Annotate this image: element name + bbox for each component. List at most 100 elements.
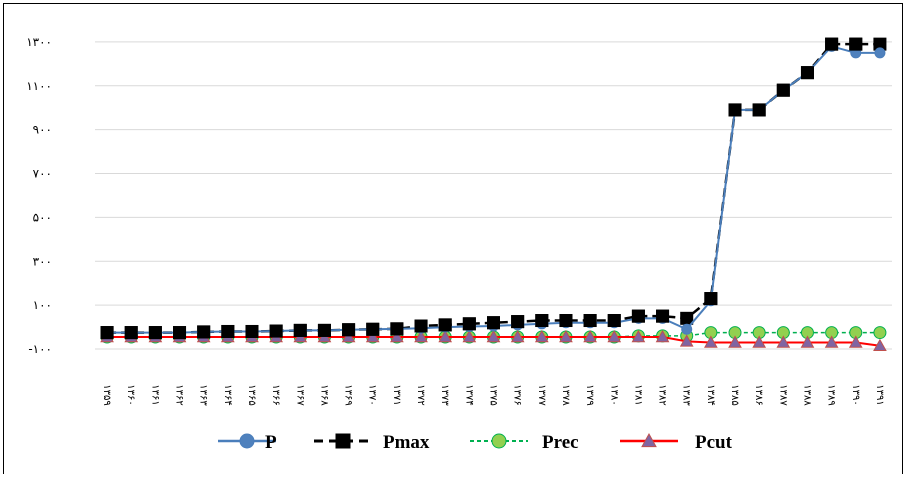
legend-label: Prec <box>542 432 579 453</box>
legend-item-pmax: Pmax <box>314 432 430 453</box>
x-tick-label: ۱۳۶۶ <box>270 384 281 405</box>
data-point <box>414 329 428 343</box>
legend-marker <box>239 433 255 449</box>
data-point <box>510 329 525 343</box>
data-point <box>197 325 211 339</box>
data-point <box>704 335 718 348</box>
data-point <box>824 335 839 348</box>
x-tick-label: ۱۳۶۵ <box>246 384 257 405</box>
x-tick-label: ۱۳۸۲ <box>657 384 668 405</box>
data-point <box>631 329 646 343</box>
x-tick-label: ۱۳۷۸ <box>560 384 571 406</box>
chart-frame <box>3 3 903 474</box>
x-tick-label: ۱۳۶۳ <box>198 384 209 406</box>
data-point <box>390 329 404 343</box>
x-tick-label: ۱۳۷۴ <box>463 384 474 405</box>
data-point <box>438 329 453 343</box>
data-point <box>583 314 597 328</box>
x-tick-label: ۱۳۶۷ <box>294 384 305 406</box>
data-point <box>486 329 501 343</box>
data-point <box>487 316 500 330</box>
series-line <box>107 45 880 334</box>
series-pmax-markers <box>100 37 863 340</box>
data-point <box>656 309 670 323</box>
data-point <box>583 329 597 343</box>
data-point <box>848 335 863 348</box>
data-point <box>873 338 887 352</box>
data-point <box>124 326 138 340</box>
y-tick-label: ۱۰۰ <box>33 298 52 312</box>
data-point <box>317 323 331 337</box>
x-tick-label: ۱۳۸۵ <box>729 384 740 405</box>
data-point <box>874 47 886 59</box>
x-tick-label: ۱۳۸۹ <box>826 384 837 405</box>
y-tick-label: ۱۳۰۰ <box>26 35 52 49</box>
data-point <box>293 323 307 337</box>
series-line <box>107 42 880 334</box>
y-axis-tick-labels: -۱۰۰ ۱۰۰ ۳۰۰ ۵۰۰ ۷۰۰ ۹۰۰ ۱۱۰۰ ۱۳۰۰ <box>26 35 52 356</box>
legend-label: P <box>265 432 277 453</box>
legend-marker <box>491 433 507 449</box>
x-tick-label: ۱۳۵۹ <box>101 384 112 405</box>
data-point <box>221 324 235 338</box>
data-point <box>800 66 814 80</box>
legend-item-pcut: Pcut <box>620 432 733 453</box>
data-point <box>511 315 525 329</box>
data-point <box>728 103 742 117</box>
x-tick-label: ۱۳۷۰ <box>367 384 378 405</box>
x-tick-label: ۱۳۸۰ <box>608 384 619 405</box>
x-tick-label: ۱۳۸۶ <box>753 384 764 405</box>
series-pmax <box>100 37 887 340</box>
data-point <box>752 335 767 348</box>
data-point <box>776 83 790 97</box>
x-tick-label: ۱۳۶۸ <box>318 384 329 406</box>
data-point <box>800 335 815 348</box>
legend-label: Pcut <box>695 432 733 453</box>
x-tick-label: ۱۳۷۲ <box>415 384 426 405</box>
x-tick-label: ۱۳۶۰ <box>125 384 136 405</box>
data-point <box>269 324 283 338</box>
legend: P Pmax Prec Pcut <box>218 432 733 453</box>
x-tick-label: ۱۳۷۹ <box>584 384 595 405</box>
x-tick-label: ۱۳۷۶ <box>512 384 523 405</box>
legend-item-p: P <box>218 432 277 453</box>
legend-marker <box>641 432 657 448</box>
x-tick-label: ۱۳۸۱ <box>632 384 643 405</box>
data-point <box>365 329 380 343</box>
x-tick-label: ۱۳۷۱ <box>391 384 402 405</box>
x-tick-label: ۱۳۶۱ <box>149 384 160 405</box>
x-axis-tick-labels: ۱۳۵۹ ۱۳۶۰ ۱۳۶۱ ۱۳۶۲ ۱۳۶۳ ۱۳۶۴ ۱۳۶۵ ۱۳۶۶ ۱۳۶۷ ۱۳۶۸… <box>101 384 885 406</box>
data-point <box>245 324 259 338</box>
x-tick-label: ۱۳۹۱ <box>874 384 885 405</box>
x-tick-label: ۱۳۶۹ <box>343 384 354 405</box>
x-tick-label: ۱۳۷۳ <box>439 384 450 406</box>
data-point <box>462 329 477 343</box>
data-point <box>607 314 621 328</box>
x-tick-label: ۱۳۸۴ <box>705 384 716 405</box>
data-point <box>728 335 742 348</box>
data-point <box>534 329 549 343</box>
x-tick-label: ۱۳۶۴ <box>222 384 233 405</box>
data-point <box>341 329 356 343</box>
data-point <box>559 314 573 328</box>
y-tick-label: -۱۰۰ <box>28 342 52 356</box>
x-tick-label: ۱۳۸۷ <box>777 384 788 406</box>
data-point <box>873 326 887 340</box>
y-tick-label: ۷۰۰ <box>33 167 52 181</box>
y-tick-label: ۵۰۰ <box>33 210 52 224</box>
data-point <box>148 326 162 340</box>
data-point <box>390 322 404 336</box>
x-tick-label: ۱۳۸۳ <box>681 384 692 406</box>
series-pcut <box>100 329 887 352</box>
data-point <box>366 322 380 336</box>
data-point <box>825 37 839 51</box>
legend-label: Pmax <box>383 432 430 453</box>
data-point <box>776 335 791 348</box>
data-point <box>414 319 428 333</box>
data-point <box>607 329 622 343</box>
x-tick-label: ۱۳۷۵ <box>488 384 499 405</box>
x-tick-label: ۱۳۷۷ <box>536 384 547 406</box>
y-tick-label: ۹۰۰ <box>33 123 52 137</box>
legend-item-prec: Prec <box>470 432 579 453</box>
